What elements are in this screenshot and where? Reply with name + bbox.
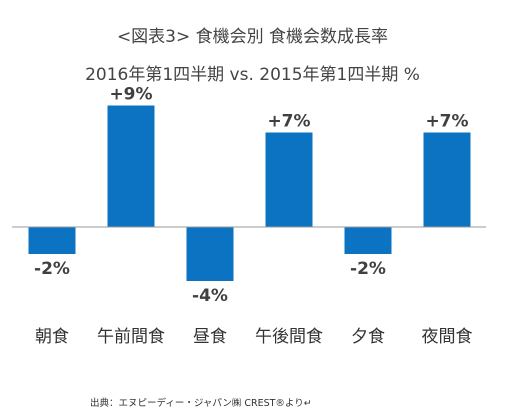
bar-0 [28, 227, 76, 254]
data-label-1: +9% [109, 85, 152, 105]
data-label-4: -2% [350, 259, 386, 279]
chart-title: <図表3> 食機会別 食機会数成長率 [116, 27, 389, 47]
chart-subtitle: 2016年第1四半期 vs. 2015年第1四半期 % [85, 65, 420, 85]
bar-2 [186, 227, 234, 281]
data-label-5: +7% [425, 112, 468, 132]
category-label-2: 昼食 [193, 327, 227, 347]
category-label-1: 午前間食 [97, 327, 165, 347]
data-labels-group: -2% +9% -4% +7% -2% +7% [34, 85, 469, 307]
bars-group [28, 105, 471, 281]
source-note: 出典：エヌピーディー・ジャパン㈱ CREST®より↵ [90, 398, 312, 409]
bar-1 [107, 105, 155, 227]
category-label-4: 夕食 [351, 327, 385, 347]
bar-5 [423, 132, 471, 227]
data-label-2: -4% [192, 286, 228, 306]
category-label-0: 朝食 [35, 327, 69, 347]
category-label-3: 午後間食 [255, 327, 323, 347]
category-labels-group: 朝食 午前間食 昼食 午後間食 夕食 夜間食 [35, 327, 473, 347]
data-label-3: +7% [267, 112, 310, 132]
data-label-0: -2% [34, 259, 70, 279]
bar-4 [344, 227, 392, 254]
category-label-5: 夜間食 [422, 327, 473, 347]
bar-chart: -2% +9% -4% +7% -2% +7% 朝食 午前間食 昼食 午後間食 夕食 夜間食 [12, 85, 486, 347]
bar-3 [265, 132, 313, 227]
